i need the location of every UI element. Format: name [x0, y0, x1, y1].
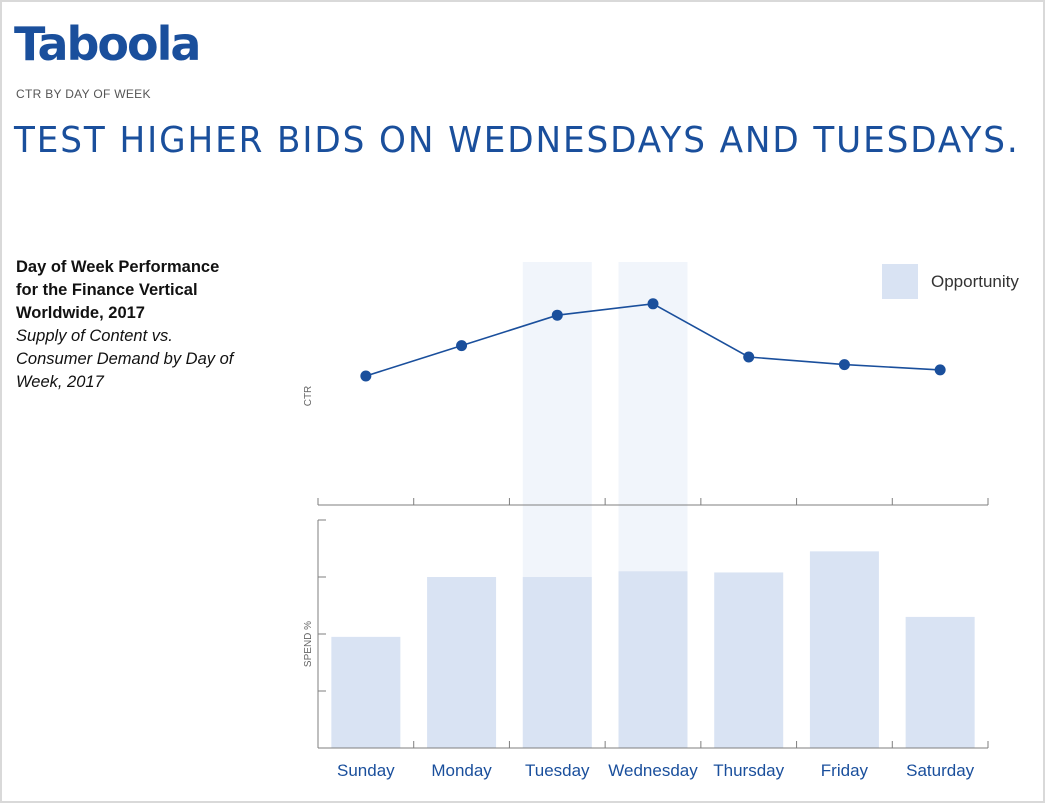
description-subtitle: Supply of Content vs. Consumer Demand by…: [16, 327, 234, 391]
spend-bar-wednesday: [618, 571, 688, 748]
page-headline: TEST HIGHER BIDS ON WEDNESDAYS AND TUESD…: [14, 120, 1020, 161]
legend-opportunity-swatch: [882, 264, 918, 299]
spend-bar-saturday: [905, 616, 975, 748]
ctr-axis-label: CTR: [303, 386, 314, 407]
x-tick-label-saturday: Saturday: [906, 761, 975, 780]
spend-axis-label: SPEND %: [303, 621, 314, 667]
ctr-point-saturday: [934, 364, 946, 376]
ctr-point-thursday: [743, 351, 755, 363]
description-title: Day of Week Performance for the Finance …: [16, 258, 220, 322]
ctr-point-sunday: [360, 370, 372, 382]
spend-bar-monday: [427, 577, 497, 748]
x-tick-label-tuesday: Tuesday: [525, 761, 590, 780]
chart-description: Day of Week Performance for the Finance …: [16, 256, 236, 394]
x-tick-label-monday: Monday: [431, 761, 492, 780]
legend-opportunity-label: Opportunity: [931, 272, 1019, 291]
ctr-point-wednesday: [647, 298, 659, 310]
ctr-point-tuesday: [551, 309, 563, 321]
ctr-point-friday: [838, 359, 850, 371]
spend-bar-tuesday: [522, 577, 592, 748]
chart-subtitle: CTR BY DAY OF WEEK: [16, 87, 151, 101]
taboola-logo: Taboola: [14, 17, 201, 71]
x-tick-label-sunday: Sunday: [337, 761, 395, 780]
x-tick-label-wednesday: Wednesday: [608, 761, 698, 780]
x-tick-label-friday: Friday: [821, 761, 869, 780]
x-tick-label-thursday: Thursday: [713, 761, 784, 780]
ctr-point-monday: [456, 340, 468, 352]
spend-bar-thursday: [714, 572, 784, 748]
spend-bar-sunday: [331, 636, 401, 748]
spend-bar-friday: [809, 551, 879, 748]
